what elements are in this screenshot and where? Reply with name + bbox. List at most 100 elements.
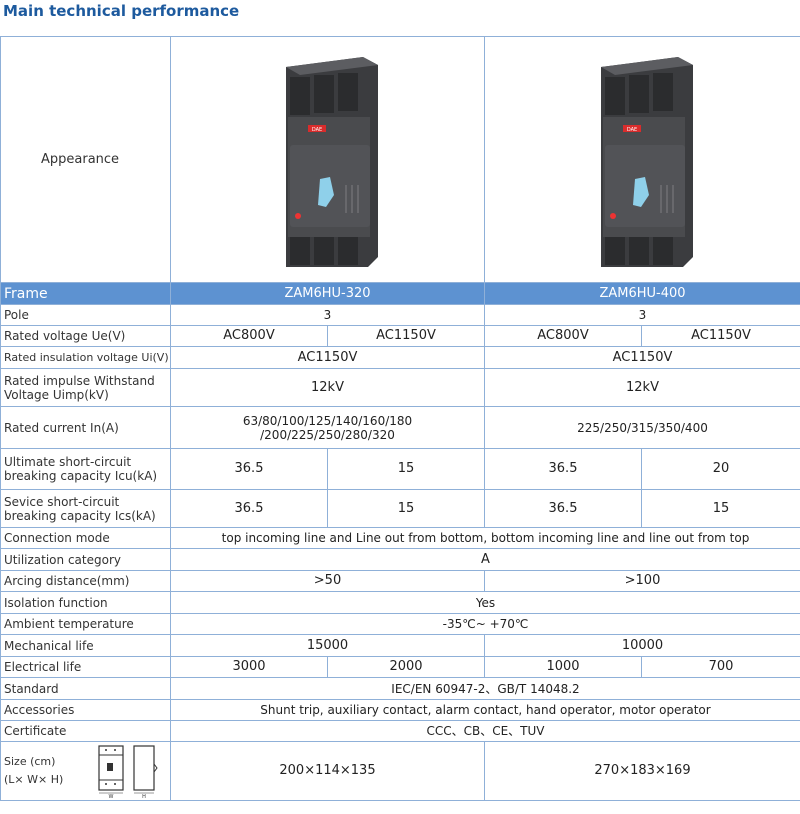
row-insulation-voltage: Rated insulation voltage Ui(V) AC1150V A… <box>0 346 800 369</box>
row-ambient: Ambient temperature -35℃~ +70℃ <box>0 613 800 635</box>
label: Utilization category <box>0 548 171 571</box>
row-rated-voltage: Rated voltage Ue(V) AC800V AC1150V AC800… <box>0 325 800 347</box>
value: Shunt trip, auxiliary contact, alarm con… <box>170 699 800 721</box>
label: Sevice short-circuit breaking capacity Ic… <box>0 489 171 528</box>
value: AC800V <box>484 325 642 347</box>
label: Connection mode <box>0 527 171 549</box>
row-size: Size (cm) (L× W× H) W H 200×114×135 270×… <box>0 741 800 801</box>
label: Ultimate short-circuit breaking capacity … <box>0 448 171 490</box>
row-arcing: Arcing distance(mm) >50 >100 <box>0 570 800 592</box>
label: Pole <box>0 304 171 326</box>
label: Standard <box>0 677 171 700</box>
label-line: Size (cm) <box>4 755 56 768</box>
value-line: /200/225/250/280/320 <box>260 427 395 442</box>
label: Arcing distance(mm) <box>0 570 171 592</box>
row-icu: Ultimate short-circuit breaking capacity … <box>0 448 800 490</box>
row-impulse-voltage: Rated impulse Withstand Voltage Uimp(kV) … <box>0 368 800 407</box>
value: AC1150V <box>484 346 800 369</box>
row-accessories: Accessories Shunt trip, auxiliary contac… <box>0 699 800 721</box>
value: 15 <box>327 489 485 528</box>
label-appearance: Appearance <box>0 36 171 283</box>
row-certificate: Certificate CCC、CB、CE、TUV <box>0 720 800 742</box>
value: CCC、CB、CE、TUV <box>170 720 800 742</box>
row-isolation: Isolation function Yes <box>0 591 800 614</box>
row-standard: Standard IEC/EN 60947-2、GB/T 14048.2 <box>0 677 800 700</box>
value: 1000 <box>484 656 642 678</box>
label-line: Voltage Uimp(kV) <box>4 387 109 402</box>
label: Rated voltage Ue(V) <box>0 325 171 347</box>
value: 20 <box>641 448 800 490</box>
value: 12kV <box>170 368 485 407</box>
value: A <box>170 548 800 571</box>
product-image-400: DAE <box>489 45 796 275</box>
product-image-320: DAE <box>175 45 480 275</box>
circuit-breaker-image: DAE <box>600 56 693 267</box>
label: Rated current In(A) <box>0 406 171 449</box>
value: 36.5 <box>484 448 642 490</box>
label-line: Sevice short-circuit <box>4 494 120 509</box>
value: 225/250/315/350/400 <box>484 406 800 449</box>
value: 36.5 <box>170 489 328 528</box>
row-appearance: Appearance DAE DAE <box>0 36 800 283</box>
label-line: Rated impulse Withstand <box>4 373 155 388</box>
row-utilization: Utilization category A <box>0 548 800 571</box>
value: 3 <box>484 304 800 326</box>
value: AC1150V <box>641 325 800 347</box>
label: Size (cm) (L× W× H) W H <box>0 741 171 801</box>
row-mechanical: Mechanical life 15000 10000 <box>0 634 800 657</box>
value: 36.5 <box>170 448 328 490</box>
value: 3000 <box>170 656 328 678</box>
label: Certificate <box>0 720 171 742</box>
dim-w: W <box>109 794 114 798</box>
value: AC800V <box>170 325 328 347</box>
label: Mechanical life <box>0 634 171 657</box>
value: top incoming line and Line out from bott… <box>170 527 800 549</box>
value: AC1150V <box>327 325 485 347</box>
label-line: breaking capacity Ics(kA) <box>4 508 156 523</box>
row-rated-current: Rated current In(A) 63/80/100/125/140/16… <box>0 406 800 449</box>
value: Yes <box>170 591 800 614</box>
value: 12kV <box>484 368 800 407</box>
page-title: Main technical performance <box>3 2 240 20</box>
value: 3 <box>170 304 485 326</box>
spec-table: Appearance DAE DAE Frame ZAM6HU-320 ZAM6… <box>0 36 800 801</box>
value: IEC/EN 60947-2、GB/T 14048.2 <box>170 677 800 700</box>
label-line: Ultimate short-circuit <box>4 455 132 469</box>
row-ics: Sevice short-circuit breaking capacity Ic… <box>0 489 800 528</box>
frame-320: ZAM6HU-320 <box>170 282 485 305</box>
label: Isolation function <box>0 591 171 614</box>
label: Electrical life <box>0 656 171 678</box>
value: 15000 <box>170 634 485 657</box>
label-line: breaking capacity Icu(kA) <box>4 469 158 483</box>
value: 200×114×135 <box>170 741 485 801</box>
circuit-breaker-image: DAE <box>285 56 378 267</box>
value: 63/80/100/125/140/160/180/200/225/250/28… <box>170 406 485 449</box>
label-frame: Frame <box>0 282 171 305</box>
value: AC1150V <box>170 346 485 369</box>
label: Rated insulation voltage Ui(V) <box>0 346 171 369</box>
row-frame: Frame ZAM6HU-320 ZAM6HU-400 <box>0 282 800 305</box>
value: 15 <box>327 448 485 490</box>
dim-h: H <box>142 794 146 798</box>
value: -35℃~ +70℃ <box>170 613 800 635</box>
svg-text:DAE: DAE <box>626 127 636 133</box>
value: >50 <box>170 570 485 592</box>
value: 15 <box>641 489 800 528</box>
row-electrical: Electrical life 3000 2000 1000 700 <box>0 656 800 678</box>
label: Rated impulse Withstand Voltage Uimp(kV) <box>0 368 171 407</box>
value: 36.5 <box>484 489 642 528</box>
label: Ambient temperature <box>0 613 171 635</box>
label: Accessories <box>0 699 171 721</box>
svg-text:DAE: DAE <box>311 127 321 133</box>
value: 700 <box>641 656 800 678</box>
frame-400: ZAM6HU-400 <box>484 282 800 305</box>
value: >100 <box>484 570 800 592</box>
row-connection: Connection mode top incoming line and Li… <box>0 527 800 549</box>
value: 2000 <box>327 656 485 678</box>
value-line: 63/80/100/125/140/160/180 <box>242 413 413 428</box>
value: 270×183×169 <box>484 741 800 801</box>
row-pole: Pole 3 3 <box>0 304 800 326</box>
dimension-diagram-icon: W H <box>98 745 158 798</box>
label-line: (L× W× H) <box>4 773 64 786</box>
value: 10000 <box>484 634 800 657</box>
